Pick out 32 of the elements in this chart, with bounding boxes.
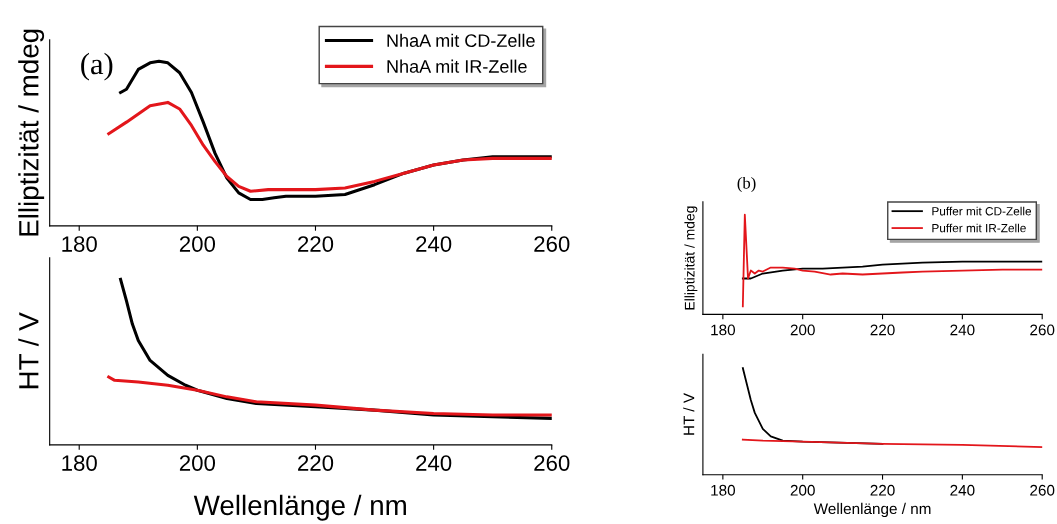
x-tick-label: 200 (790, 484, 815, 496)
x-tick-label: 240 (416, 455, 452, 471)
y-axis-title: HT / V (683, 393, 695, 435)
y-axis-title: Elliptizität / mdeg (684, 206, 698, 310)
x-tick-label: 220 (870, 324, 895, 336)
x-tick-label: 220 (870, 484, 895, 496)
x-tick-label: 240 (950, 484, 975, 496)
x-tick-label: 260 (534, 236, 570, 252)
x-axis-title: Wellenlänge / nm (813, 502, 931, 518)
y-axis-title: HT / V (18, 312, 39, 389)
x-tick-label: 260 (534, 455, 570, 471)
x-tick-label: 240 (416, 236, 452, 252)
x-tick-label: 260 (1030, 324, 1055, 336)
x-tick-label: 200 (179, 236, 216, 252)
x-tick-label: 180 (711, 484, 736, 496)
x-tick-label: 180 (62, 236, 97, 252)
x-tick-label: 240 (950, 324, 975, 336)
text: (b) (737, 176, 756, 193)
legend-label: Puffer mit CD-Zelle (932, 206, 1032, 216)
x-tick-label: 180 (711, 324, 736, 336)
legend-label: Puffer mit IR-Zelle (932, 223, 1026, 233)
y-axis-title: Elliptizität / mdeg (18, 29, 45, 236)
annotation: (a) (81, 52, 113, 81)
x-axis-title: Wellenlänge / nm (193, 494, 406, 521)
x-tick-label: 200 (790, 324, 815, 336)
x-tick-label: 180 (62, 455, 97, 471)
x-tick-label: 220 (298, 236, 334, 252)
x-tick-label: 200 (179, 455, 216, 471)
legend-label: NhaA mit CD-Zelle (387, 33, 535, 48)
legend-label: NhaA mit IR-Zelle (387, 59, 527, 73)
x-tick-label: 260 (1030, 484, 1055, 496)
x-tick-label: 220 (298, 455, 334, 471)
